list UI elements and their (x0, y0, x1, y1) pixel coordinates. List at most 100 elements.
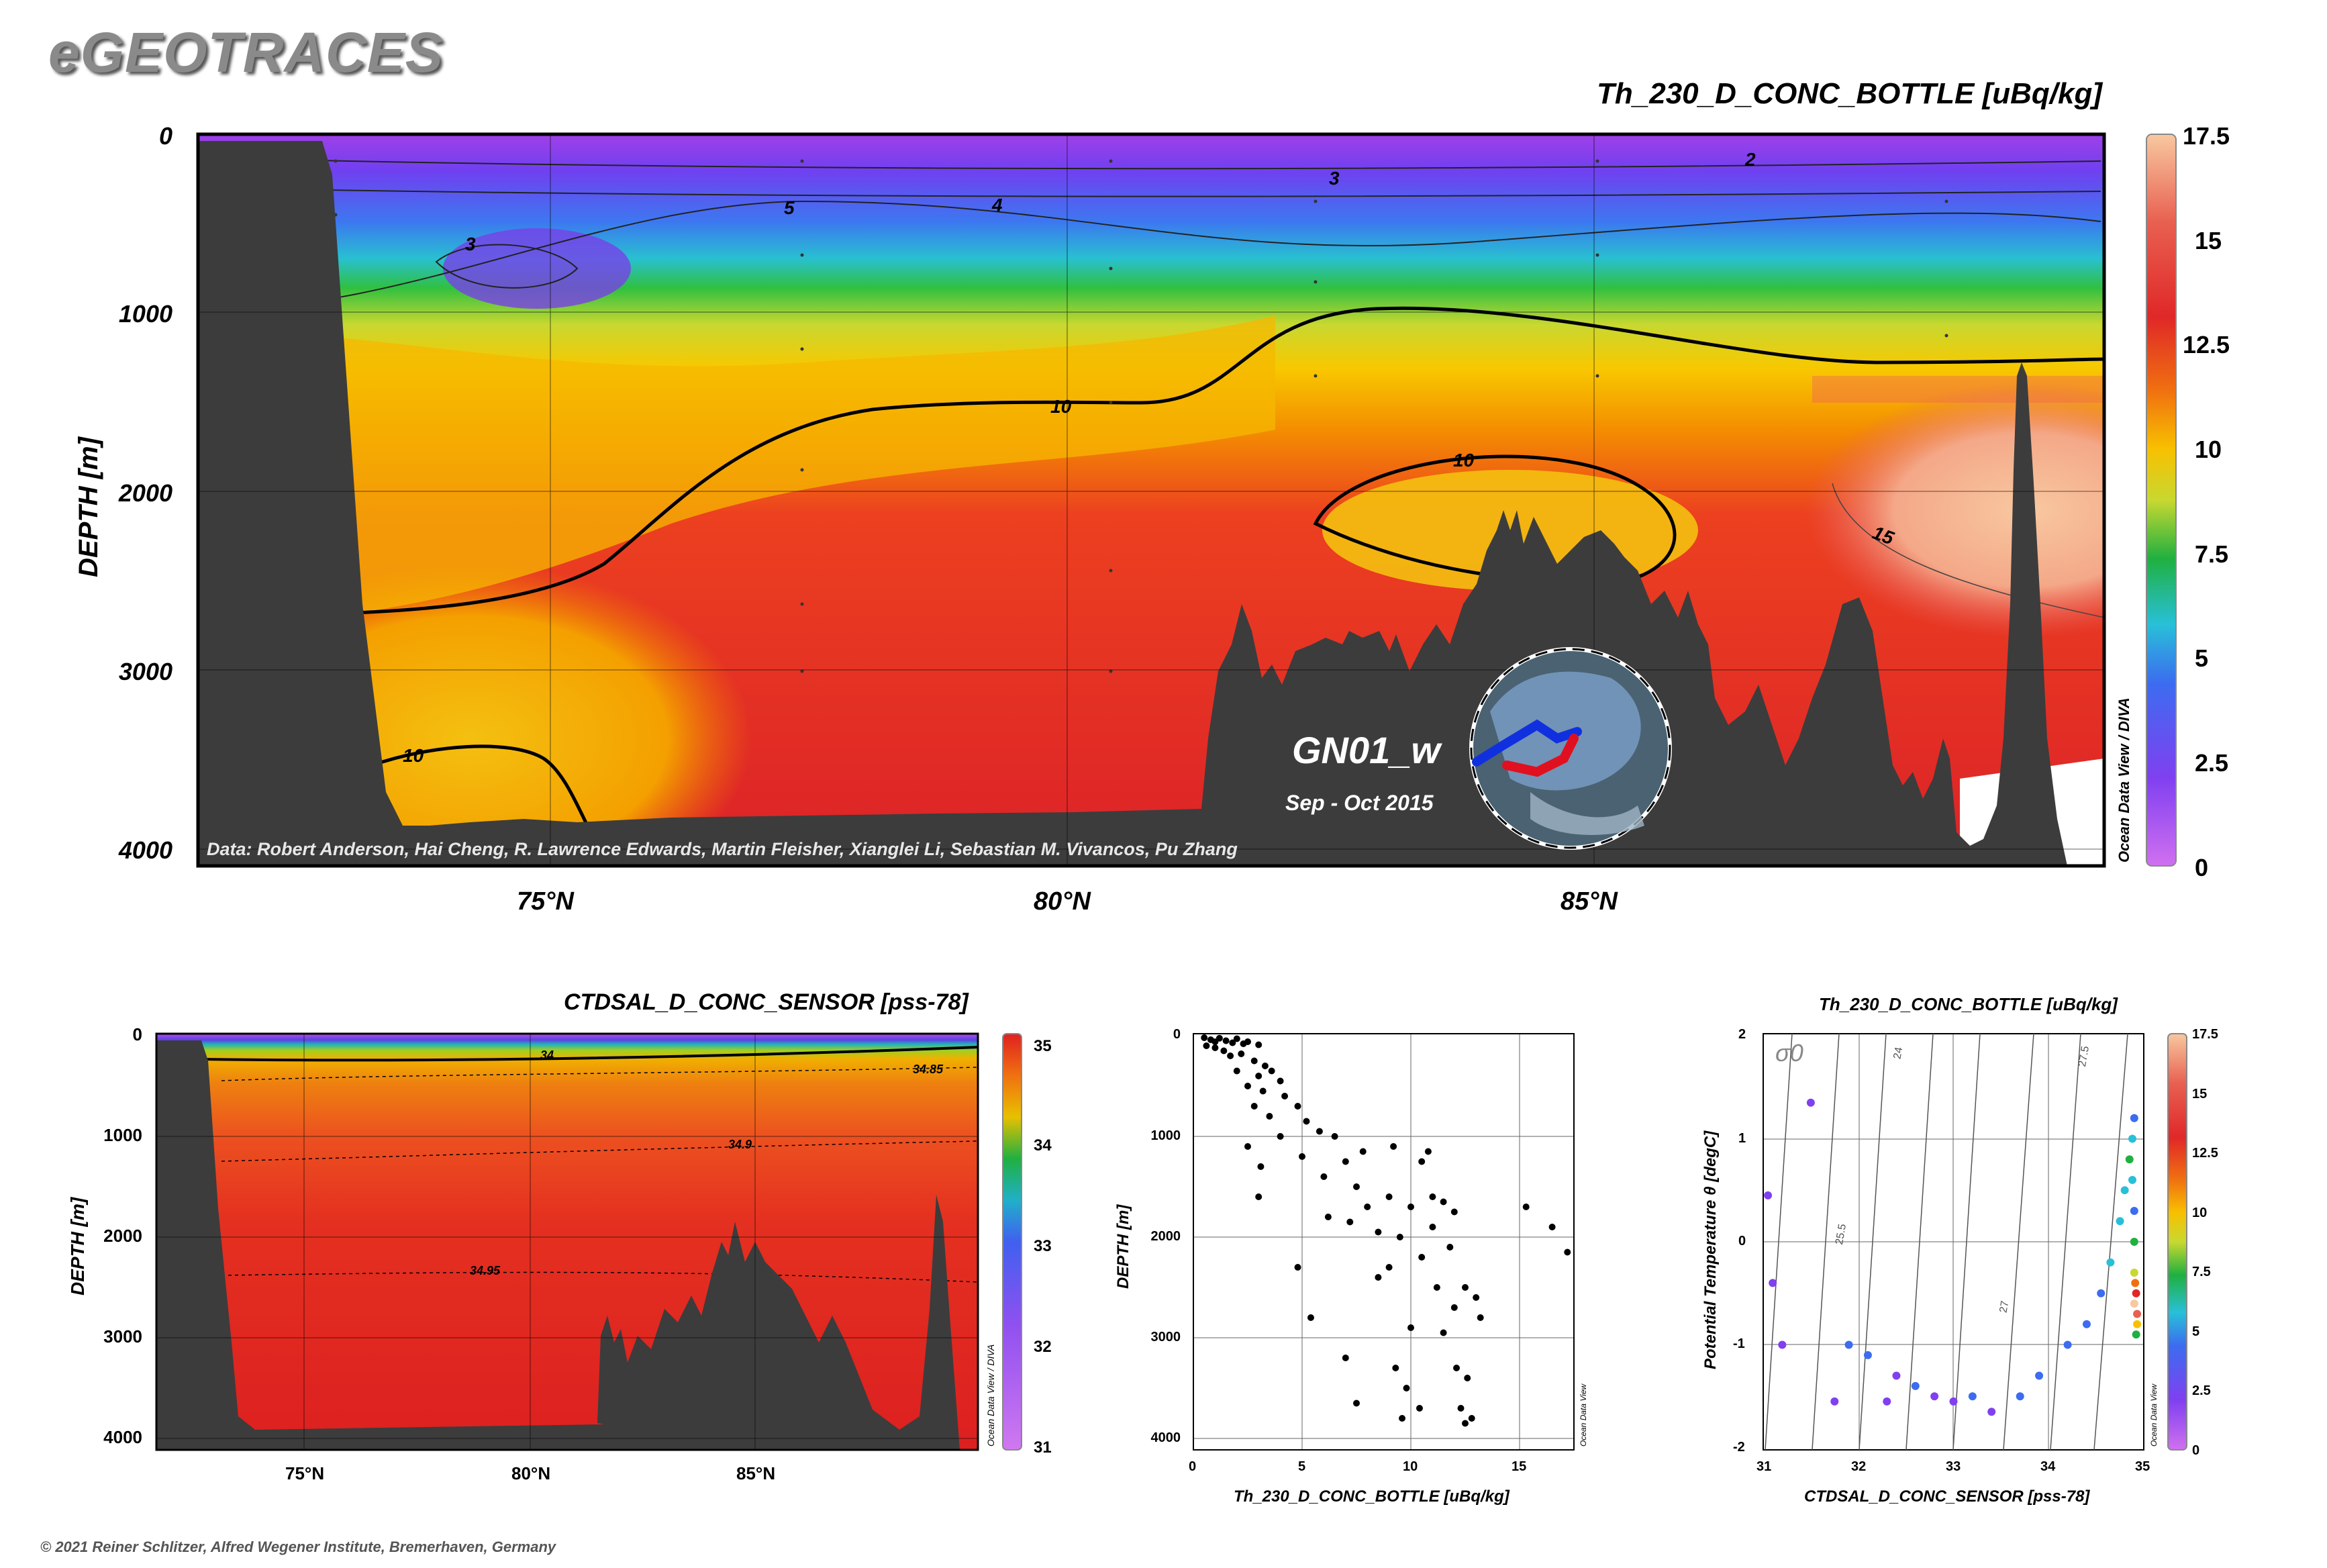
contour-label: 10 (1050, 396, 1072, 417)
scatter-point (1201, 1034, 1208, 1041)
scatter-point (1564, 1248, 1571, 1256)
data-credits: Data: Robert Anderson, Hai Cheng, R. Law… (207, 839, 1238, 859)
ts-cbar-tick: 12.5 (2192, 1146, 2218, 1161)
ts-point (1949, 1397, 1958, 1406)
section-ytick: 3000 (118, 658, 172, 685)
section-xtick: 80°N (1034, 887, 1091, 916)
scatter-point (1257, 1163, 1265, 1170)
scatter-point (1233, 1035, 1240, 1042)
scatter-point (1307, 1314, 1314, 1321)
ts-cbar-tick: 0 (2192, 1443, 2200, 1458)
cruise-dates: Sep - Oct 2015 (1285, 791, 1434, 815)
ts-cbar-tick: 10 (2192, 1206, 2208, 1220)
ts-point (2116, 1217, 2124, 1226)
salinity-ytick: 0 (132, 1024, 142, 1044)
scatter-point (1320, 1173, 1328, 1180)
station-map-inset (1469, 647, 1672, 850)
cbar-tick: 12.5 (2183, 331, 2230, 358)
salinity-xtick: 80°N (511, 1463, 551, 1483)
section-plot (196, 132, 2177, 868)
ts-xlabel: CTDSAL_D_CONC_SENSOR [pss-78] (1804, 1487, 2090, 1506)
scatter-xlabel: Th_230_D_CONC_BOTTLE [uBq/kg] (1234, 1487, 1509, 1506)
scatter-point (1440, 1329, 1447, 1336)
section-ytick: 0 (158, 122, 172, 150)
scatter-point (1294, 1103, 1301, 1110)
ts-cbar-tick: 7.5 (2192, 1265, 2211, 1279)
ts-cbar-tick: 5 (2192, 1324, 2200, 1339)
scatter-point (1407, 1324, 1414, 1331)
scatter-point (1211, 1044, 1219, 1051)
scatter-point (1399, 1415, 1406, 1422)
ts-xtick: 34 (2040, 1459, 2056, 1474)
scatter-point (1385, 1193, 1393, 1200)
ts-point (2130, 1114, 2138, 1122)
copyright-notice: © 2021 Reiner Schlitzer, Alfred Wegener … (40, 1538, 556, 1555)
ts-ylabel: Potential Temperature θ [degC] (1701, 1130, 1720, 1369)
scatter-point (1418, 1254, 1426, 1261)
cbar-side-label: Ocean Data View / DIVA (2116, 697, 2132, 863)
ts-point (2106, 1258, 2115, 1267)
salinity-plot (155, 1032, 1022, 1451)
ts-cbar-tick: 17.5 (2192, 1027, 2218, 1042)
salinity-xtick: 75°N (285, 1463, 325, 1483)
scatter-point (1450, 1304, 1458, 1311)
scatter-point (1294, 1264, 1301, 1271)
scatter-xtick: 10 (1403, 1459, 1418, 1474)
scatter-point (1346, 1218, 1354, 1226)
ts-xtick: 33 (1946, 1459, 1961, 1474)
ts-title: Th_230_D_CONC_BOTTLE [uBq/kg] (1819, 994, 2118, 1014)
scatter-point (1244, 1038, 1251, 1045)
scatter-point (1462, 1284, 1469, 1291)
scatter-point (1222, 1037, 1230, 1044)
scatter-point (1303, 1118, 1310, 1125)
scatter-xtick: 5 (1298, 1459, 1306, 1474)
salinity-ytick: 1000 (103, 1125, 142, 1145)
ts-cbar-tick: 15 (2192, 1087, 2208, 1101)
ts-point (1892, 1371, 1901, 1380)
scatter-point (1359, 1148, 1367, 1155)
scatter-point (1277, 1133, 1284, 1140)
ts-point (2133, 1320, 2142, 1328)
contour-label: 10 (403, 745, 424, 766)
ts-point (1778, 1340, 1787, 1349)
scatter-point (1277, 1077, 1284, 1085)
cbar-tick: 7.5 (2195, 540, 2229, 568)
salinity-cbar-tick: 33 (1034, 1237, 1052, 1255)
ts-point (2097, 1289, 2106, 1297)
contour-label: 34.85 (913, 1063, 944, 1076)
ts-ytick: -1 (1733, 1336, 1745, 1351)
salinity-cbar-tick: 35 (1034, 1037, 1052, 1055)
contour-label: 15 (1869, 522, 1897, 549)
ts-point (1987, 1408, 1996, 1416)
scatter-point (1255, 1193, 1262, 1200)
salinity-cbar-tick: 31 (1034, 1438, 1052, 1457)
ts-ytick: -2 (1733, 1440, 1745, 1455)
ts-point (2035, 1371, 2044, 1380)
ts-side-label: Ocean Data View (2149, 1383, 2159, 1447)
scatter-point (1416, 1405, 1423, 1412)
cbar-tick: 5 (2195, 644, 2209, 672)
salinity-xtick: 85°N (736, 1463, 776, 1483)
ts-point (2120, 1186, 2129, 1195)
section-xtick: 85°N (1561, 887, 1618, 916)
contour-label: 34.9 (728, 1138, 752, 1151)
scatter-point (1429, 1193, 1436, 1200)
contour-label: 2 (1745, 149, 1756, 170)
scatter-point (1229, 1039, 1236, 1046)
scatter-point (1440, 1198, 1447, 1206)
scatter-point (1244, 1143, 1251, 1150)
ts-xtick: 35 (2135, 1459, 2150, 1474)
ts-point (1968, 1392, 1977, 1401)
cbar-tick: 10 (2195, 436, 2222, 463)
scatter-point (1255, 1041, 1262, 1048)
scatter-point (1233, 1067, 1240, 1075)
scatter-point (1244, 1083, 1251, 1089)
contour-label: 34 (540, 1048, 554, 1062)
scatter-point (1407, 1204, 1414, 1210)
scatter-point (1477, 1314, 1484, 1321)
ts-point (1830, 1397, 1839, 1406)
scatter-xtick: 15 (1512, 1459, 1527, 1474)
salinity-ytick: 2000 (103, 1226, 142, 1246)
salinity-ytick: 4000 (103, 1427, 142, 1447)
cbar-tick: 0 (2195, 854, 2209, 881)
